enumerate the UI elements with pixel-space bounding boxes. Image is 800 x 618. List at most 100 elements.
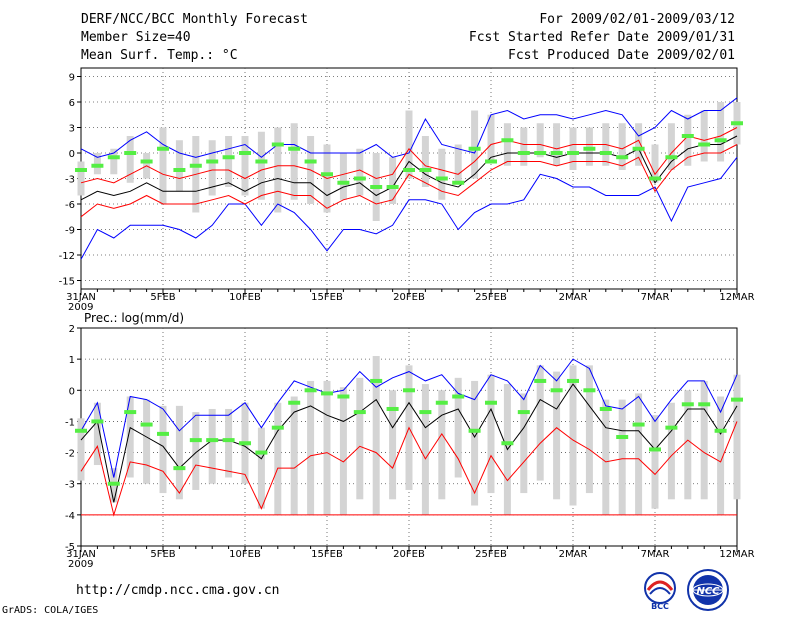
median-marker xyxy=(288,146,301,151)
median-marker xyxy=(91,419,104,424)
y-tick-label: -4 xyxy=(65,511,75,522)
box-bar xyxy=(257,427,265,509)
box-bar xyxy=(356,377,364,500)
median-marker xyxy=(435,400,448,405)
median-marker xyxy=(583,388,596,393)
box-bar xyxy=(684,390,692,500)
upper-spread-line xyxy=(80,127,738,184)
box-bar xyxy=(208,408,216,484)
box-bar xyxy=(618,399,626,515)
box-bar xyxy=(77,418,85,481)
box-bar xyxy=(585,127,593,166)
median-marker xyxy=(189,163,202,168)
median-marker xyxy=(567,378,579,383)
median-marker xyxy=(632,146,645,151)
box-bar xyxy=(143,399,151,484)
box-bar xyxy=(700,380,708,500)
box-bar xyxy=(339,387,347,515)
box-bar xyxy=(667,123,675,170)
box-bar xyxy=(323,380,331,515)
lower-spread-line xyxy=(80,144,738,218)
median-marker xyxy=(107,481,120,486)
y-tick-label: 6 xyxy=(69,98,75,109)
box-bar xyxy=(126,396,134,478)
x-tick-label: 10FEB xyxy=(229,292,261,303)
median-marker xyxy=(288,400,301,405)
median-marker xyxy=(222,438,235,443)
median-marker xyxy=(337,394,350,399)
box-bar xyxy=(569,365,577,506)
box-bar xyxy=(290,396,298,515)
box-bar xyxy=(159,405,167,494)
median-marker xyxy=(271,142,284,147)
box-bar xyxy=(77,161,85,196)
x-tick-label: 10FEB xyxy=(229,549,261,560)
median-marker xyxy=(353,410,366,415)
x-tick-label: 12MAR xyxy=(719,292,754,303)
median-marker xyxy=(501,441,514,446)
box-bar xyxy=(307,380,315,515)
median-marker xyxy=(255,450,268,455)
box-bar xyxy=(175,140,183,192)
ncc-logo-text: NCC xyxy=(696,586,720,597)
box-bar xyxy=(93,153,101,175)
box-bar xyxy=(93,402,101,466)
median-marker xyxy=(419,168,432,172)
ensemble-mean-line xyxy=(80,383,738,503)
median-marker xyxy=(140,159,153,164)
y-tick-label: -12 xyxy=(59,251,75,262)
median-marker xyxy=(616,435,629,439)
x-year-label: 2009 xyxy=(68,559,93,570)
median-marker xyxy=(731,397,743,402)
max-envelope-line xyxy=(80,97,738,158)
box-bar xyxy=(372,356,380,515)
median-marker xyxy=(189,438,202,443)
bcc-logo: BCC xyxy=(644,572,676,610)
median-marker xyxy=(616,155,629,160)
ensemble-mean-line xyxy=(80,135,738,201)
median-marker xyxy=(665,155,678,160)
box-bar xyxy=(454,144,462,183)
median-marker xyxy=(731,121,743,126)
median-marker xyxy=(370,185,383,189)
box-bar xyxy=(503,123,511,166)
median-marker xyxy=(501,138,514,143)
footer-url[interactable]: http://cmdp.ncc.cma.gov.cn xyxy=(76,583,280,598)
box-bar xyxy=(667,402,675,500)
member-size: Member Size=40 xyxy=(81,30,191,45)
median-marker xyxy=(517,151,530,155)
median-marker xyxy=(304,159,317,164)
median-marker xyxy=(681,134,694,138)
box-bar xyxy=(438,390,446,500)
y-tick-label: -2 xyxy=(65,449,75,460)
median-marker xyxy=(567,151,579,155)
min-envelope-line xyxy=(80,156,738,260)
x-tick-label: 25FEB xyxy=(475,292,507,303)
box-bar xyxy=(618,123,626,170)
median-marker xyxy=(468,428,481,433)
y-tick-label: -9 xyxy=(65,226,75,237)
box-bar xyxy=(536,123,544,158)
x-tick-label: 25FEB xyxy=(475,549,507,560)
box-bar xyxy=(553,123,561,166)
median-marker xyxy=(173,466,186,471)
box-bar xyxy=(274,127,282,213)
box-bar xyxy=(159,127,167,204)
median-marker xyxy=(550,151,563,155)
median-marker xyxy=(599,151,612,155)
forecast-start-date: Fcst Started Refer Date 2009/01/31 xyxy=(468,30,735,45)
max-envelope-line xyxy=(80,358,738,478)
chart-title: DERF/NCC/BCC Monthly Forecast xyxy=(81,12,308,27)
box-bar xyxy=(241,136,249,196)
box-bar xyxy=(602,399,610,515)
median-marker xyxy=(419,410,432,415)
median-marker xyxy=(649,176,661,181)
median-marker xyxy=(206,438,219,443)
median-marker xyxy=(599,406,612,411)
median-marker xyxy=(304,388,317,393)
x-tick-label: 12MAR xyxy=(719,549,754,560)
x-tick-label: 20FEB xyxy=(393,292,425,303)
grads-credit: GrADS: COLA/IGES xyxy=(2,605,99,616)
box-bar xyxy=(536,365,544,481)
